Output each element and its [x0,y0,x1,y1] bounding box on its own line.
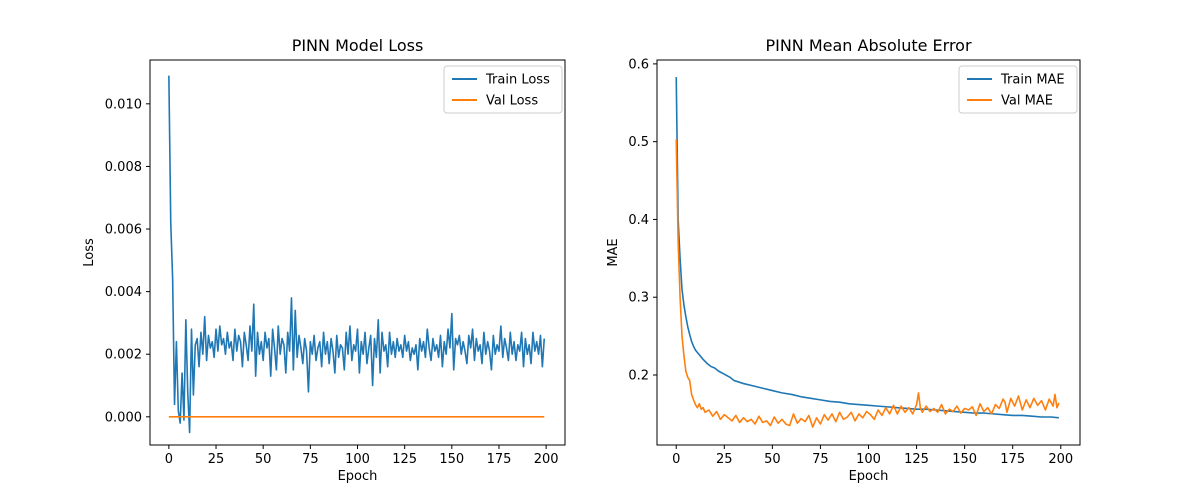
chart-0-ytick-label-5: 0.010 [105,97,142,112]
chart-1-xtick-label-0: 0 [672,452,680,467]
chart-0-xlabel: Epoch [338,469,378,484]
chart-1-xtick-label-3: 75 [812,452,829,467]
chart-1-series-1-line [675,139,1060,428]
chart-0-xtick-label-4: 100 [345,452,370,467]
chart-1-legend-box [958,65,1078,114]
chart-0-legend-label-1: Val Loss [486,94,538,109]
chart-0-ytick-label-4: 0.008 [105,160,142,175]
chart-1-title: PINN Mean Absolute Error [765,36,972,55]
chart-0-series-0-line [168,75,546,434]
chart-1-legend-label-1: Val MAE [1001,94,1053,109]
chart-1-ytick-label-3: 0.5 [628,135,649,150]
chart-1-xtick-label-1: 25 [716,452,733,467]
chart-0-xtick-label-5: 125 [392,452,417,467]
chart-0-xtick-label-0: 0 [165,452,173,467]
chart-1-xtick-label-4: 100 [856,452,881,467]
chart-0-title: PINN Model Loss [292,36,424,55]
chart-1-legend: Train MAE Val MAE [958,65,1078,114]
chart-0-xtick-label-6: 150 [439,452,464,467]
chart-1-ytick-label-4: 0.6 [628,57,649,72]
chart-0-ytick-label-2: 0.004 [105,285,142,300]
chart-0-xtick-label-1: 25 [208,452,225,467]
chart-1-ytick-label-1: 0.3 [628,291,649,306]
chart-1-xtick-label-8: 200 [1048,452,1073,467]
chart-1-xtick-label-5: 125 [904,452,929,467]
chart-0-ytick-label-1: 0.002 [105,348,142,363]
chart-1-xtick-label-2: 50 [764,452,781,467]
chart-1-legend-label-0: Train MAE [1000,73,1065,88]
chart-1-ytick-label-2: 0.4 [628,213,649,228]
chart-0-legend: Train Loss Val Loss [443,65,563,114]
chart-1-xlabel: Epoch [849,469,889,484]
loss-chart: 0 25 50 75 100 125 150 175 200 0.000 0.002 0.004 0.0… [82,36,566,484]
chart-0-xtick-label-2: 50 [255,452,272,467]
chart-0-xtick-label-7: 175 [487,452,512,467]
chart-0-legend-box [443,65,563,114]
chart-1-xtick-label-7: 175 [1000,452,1025,467]
chart-0-xtick-label-8: 200 [534,452,559,467]
chart-0-ytick-label-3: 0.006 [105,223,142,238]
chart-0-ytick-label-0: 0.000 [105,410,142,425]
chart-1-xtick-label-6: 150 [952,452,977,467]
chart-0-ylabel: Loss [82,238,97,267]
chart-0-xtick-label-3: 75 [302,452,319,467]
chart-0-legend-label-0: Train Loss [485,73,550,88]
chart-1-ytick-label-0: 0.2 [628,369,649,384]
chart-1-ylabel: MAE [606,238,621,266]
mae-chart: 0 25 50 75 100 125 150 175 200 0.2 0.3 0.4 0.5 0.6 PIN… [606,36,1081,484]
